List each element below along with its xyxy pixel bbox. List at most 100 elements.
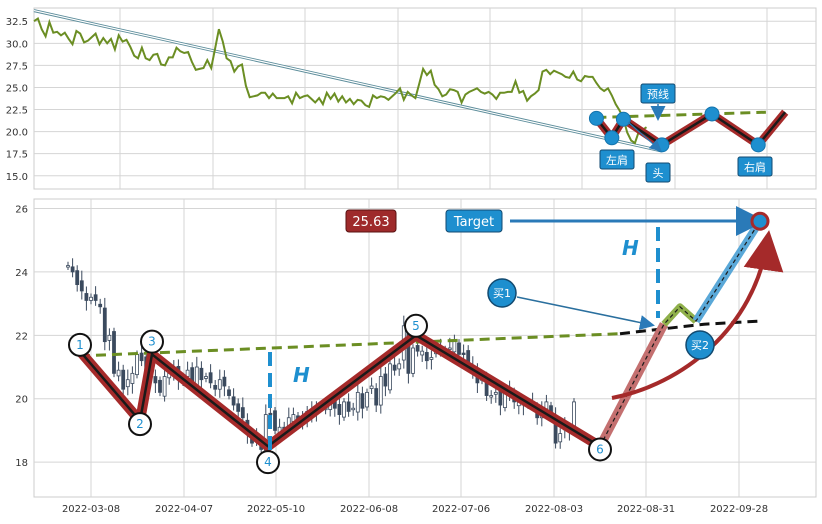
candle-body (424, 352, 429, 362)
candle-body (93, 294, 98, 301)
candle-body (84, 293, 89, 301)
candle-body (227, 389, 231, 396)
candle-body (415, 345, 420, 352)
candle-body (388, 363, 392, 391)
candle-body (360, 393, 365, 409)
candle-body (139, 352, 144, 362)
pattern-point-circle (68, 332, 92, 357)
candle-body (392, 364, 397, 371)
bottom-y-tick-label: 24 (15, 268, 28, 279)
candle-body (369, 385, 374, 389)
candle-body (79, 280, 84, 292)
candle-body (213, 385, 218, 390)
pattern-point-label: 1 (76, 338, 84, 352)
candle-body (102, 307, 107, 343)
bottom-grid (34, 199, 816, 497)
candle-body (558, 433, 563, 443)
pattern-point-circle (588, 437, 612, 462)
top-pattern-marker (654, 137, 670, 153)
label-predict-line: 预线 (640, 83, 676, 104)
bottom-x-tick-label: 2022-07-06 (432, 504, 490, 515)
candle-body (457, 342, 461, 355)
candle-body (337, 404, 342, 415)
candle-body (429, 357, 434, 360)
pattern-point-circle (140, 329, 164, 354)
candle-body (70, 266, 75, 273)
candle-body (351, 407, 356, 411)
candle-body (162, 376, 167, 397)
target-box: Target (445, 209, 503, 233)
candle-body (116, 369, 121, 377)
pattern-point-label: 6 (596, 442, 604, 456)
candle-body (489, 395, 494, 398)
projection-inner (599, 220, 761, 447)
candle-body (447, 347, 452, 350)
label-right-shoulder: 右肩 (737, 156, 773, 177)
target-point-marker (750, 211, 770, 231)
predict-line-text: 预线 (647, 87, 669, 101)
price-box: 25.63 (345, 209, 397, 233)
candle-body (208, 372, 213, 384)
candle-body (461, 352, 466, 355)
candle-body (217, 379, 222, 390)
top-pattern-marker (615, 111, 631, 127)
candle-body (75, 270, 80, 285)
candle-body (355, 391, 360, 413)
top-y-tick-label: 17.5 (6, 150, 28, 161)
bottom-pattern-inner (79, 334, 601, 448)
head-text: 头 (653, 167, 664, 180)
candle-body (204, 376, 208, 379)
top-y-tick-label: 27.5 (6, 61, 28, 72)
buy1-arrow (516, 296, 655, 330)
buy2-badge: 买2 (685, 330, 715, 360)
top-y-tick-label: 22.5 (6, 106, 28, 117)
candle-body (374, 388, 379, 406)
bottom-x-tick-label: 2022-05-10 (247, 504, 305, 515)
candle-body (107, 334, 112, 341)
bottom-x-tick-label: 2022-04-07 (155, 504, 213, 515)
bottom-y-tick-label: 20 (15, 395, 28, 406)
candle-body (236, 403, 241, 412)
buy2-text: 买2 (691, 339, 709, 352)
candle-body (231, 396, 236, 406)
top-y-tick-label: 32.5 (6, 17, 28, 28)
bottom-x-tick-label: 2022-06-08 (340, 504, 398, 515)
top-y-tick-label: 30.0 (6, 39, 28, 50)
candle-body (89, 296, 93, 301)
candle-body (98, 303, 103, 308)
top-annotations: 预线 左肩 头 右肩 (599, 83, 773, 183)
top-markers (588, 106, 766, 153)
candle-body (383, 373, 388, 387)
price-box-text: 25.63 (352, 215, 389, 230)
bottom-x-tick-label: 2022-09-28 (710, 504, 768, 515)
pattern-point-label: 3 (148, 335, 156, 349)
bottom-x-tick-label: 2022-08-03 (525, 504, 583, 515)
bottom-neckline-extension (619, 319, 761, 336)
candle-body (199, 367, 204, 381)
h-label-left: H (293, 363, 310, 387)
candle-body (125, 379, 130, 388)
buy1-text: 买1 (493, 287, 511, 300)
top-y-axis: 15.0 17.5 20.0 22.5 25.0 27.5 30.0 32.5 (6, 17, 28, 183)
candle-body (346, 401, 351, 412)
pattern-point-circle (404, 313, 428, 338)
candle-body (158, 379, 162, 393)
label-left-shoulder: 左肩 (599, 149, 635, 170)
bottom-y-axis: 18 20 22 24 26 (15, 205, 28, 470)
right-shoulder-text: 右肩 (744, 160, 766, 174)
top-panel: 15.0 17.5 20.0 22.5 25.0 27.5 30.0 32.5 预线 左肩 头 (6, 7, 817, 190)
candle-body (240, 407, 245, 419)
bottom-x-axis: 2022-03-08 2022-04-07 2022-05-10 2022-06-08… (62, 504, 768, 515)
pattern-point-label: 5 (412, 319, 420, 333)
candle-body (378, 376, 383, 406)
pattern-point-label: 4 (264, 455, 272, 469)
top-neckline (596, 110, 766, 119)
top-pattern-marker (604, 130, 620, 146)
top-pattern-marker (704, 106, 720, 122)
candle-body (420, 350, 425, 356)
bottom-y-tick-label: 18 (15, 458, 28, 469)
buy1-badge: 买1 (487, 278, 517, 308)
pattern-points: 1 2 3 4 5 6 (68, 211, 770, 475)
left-shoulder-text: 左肩 (606, 153, 628, 167)
